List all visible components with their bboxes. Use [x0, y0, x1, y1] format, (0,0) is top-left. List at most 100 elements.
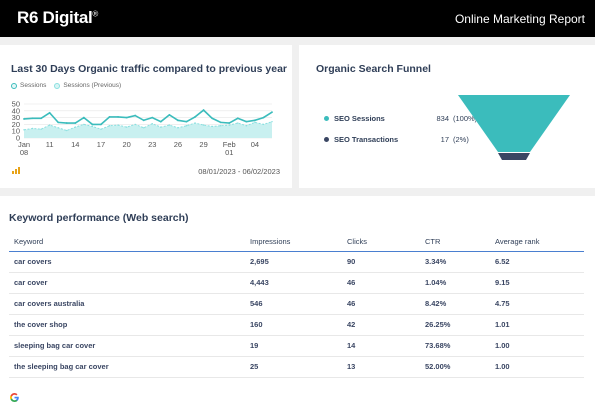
y-tick-label: 20 [12, 120, 20, 129]
table-row[interactable]: car cover 4,443 46 1.04% 9.15 [9, 272, 584, 294]
cell-ctr: 52.00% [420, 356, 490, 378]
funnel-label: SEO Sessions [334, 114, 385, 123]
chart-type-icon[interactable] [12, 167, 21, 174]
report-title: Online Marketing Report [454, 12, 585, 26]
data-point-sessions [100, 123, 102, 126]
table-row[interactable]: the sleeping bag car cover 25 13 52.00% … [9, 356, 584, 378]
data-point-sessions [65, 122, 68, 124]
cell-clicks: 14 [342, 335, 420, 357]
table-row[interactable]: car covers 2,695 90 3.34% 6.52 [9, 251, 584, 273]
cell-impressions: 19 [245, 335, 342, 357]
funnel-legend: SEO Sessions 834 (100%) SEO Transactions… [324, 113, 477, 155]
data-point-sessions-previous [125, 126, 128, 128]
series-line-sessions-previous [23, 121, 273, 132]
traffic-card: Last 30 Days Organic traffic compared to… [0, 45, 292, 188]
x-tick-label: Jan [18, 140, 30, 149]
data-point-sessions-previous [237, 122, 239, 124]
legend-item-sessions[interactable]: Sessions [11, 82, 46, 89]
funnel-value: 17 [440, 135, 449, 144]
data-point-sessions-previous [134, 123, 136, 126]
column-header-keyword[interactable]: Keyword [9, 232, 245, 252]
table-row[interactable]: the cover shop 160 42 26.25% 1.01 [9, 314, 584, 336]
y-tick-label: 0 [16, 134, 20, 143]
cell-keyword: the sleeping bag car cover [9, 356, 245, 378]
data-point-sessions-previous [91, 125, 94, 128]
data-point-sessions [202, 109, 205, 112]
data-point-sessions-previous [160, 126, 162, 128]
data-point-sessions-previous [100, 128, 102, 130]
data-point-sessions [271, 111, 273, 114]
data-point-sessions [168, 113, 171, 116]
funnel-percent: (100%) [453, 114, 478, 123]
data-point-sessions-previous [40, 128, 42, 130]
cell-average-rank: 6.52 [490, 251, 584, 273]
data-point-sessions [253, 119, 256, 122]
cell-ctr: 1.04% [420, 272, 490, 294]
data-point-sessions [134, 114, 137, 117]
data-point-sessions-previous [74, 126, 77, 128]
legend-label-sessions-previous: Sessions (Previous) [63, 82, 122, 89]
x-tick-label: 01 [225, 148, 233, 157]
funnel-value: 834 [436, 114, 449, 123]
series-area-sessions-previous [24, 121, 272, 138]
data-point-sessions-previous [151, 123, 153, 125]
data-point-sessions [236, 117, 239, 120]
x-tick-label: Feb [223, 140, 236, 149]
logo-text: R6 Digital [17, 8, 93, 27]
data-point-sessions [31, 117, 34, 120]
x-tick-label: 29 [199, 140, 207, 149]
cell-clicks: 90 [342, 251, 420, 273]
y-tick-label: 10 [12, 127, 20, 136]
x-tick-label: 26 [174, 140, 182, 149]
keyword-card: Keyword performance (Web search) Keyword… [0, 196, 595, 418]
data-point-sessions [57, 121, 60, 124]
data-point-sessions-previous [31, 127, 34, 130]
data-point-sessions-previous [254, 121, 256, 124]
column-header-impressions[interactable]: Impressions [245, 232, 342, 252]
legend-item-sessions-previous[interactable]: Sessions (Previous) [54, 82, 121, 89]
x-tick-label: 08 [20, 148, 28, 157]
funnel-chart[interactable] [458, 95, 570, 163]
data-point-sessions-previous [143, 127, 145, 129]
table-row[interactable]: car covers australia 546 46 8.42% 4.75 [9, 293, 584, 315]
keyword-table: Keyword Impressions Clicks CTR Average r… [9, 232, 584, 378]
data-point-sessions-previous [168, 124, 171, 126]
funnel-stage-sessions[interactable] [458, 95, 570, 152]
legend-dot-icon [54, 82, 61, 89]
cell-keyword: car covers [9, 251, 245, 273]
funnel-dot-icon [324, 137, 329, 142]
data-point-sessions-previous [194, 122, 196, 124]
cell-clicks: 46 [342, 293, 420, 315]
funnel-card: Organic Search Funnel SEO Sessions 834 (… [299, 45, 595, 188]
column-header-clicks[interactable]: Clicks [342, 232, 420, 252]
data-point-sessions [262, 116, 265, 119]
data-point-sessions-previous [48, 124, 51, 126]
data-point-sessions [48, 111, 51, 114]
data-point-sessions-previous [262, 123, 265, 126]
data-point-sessions [23, 118, 25, 120]
cell-ctr: 73.68% [420, 335, 490, 357]
data-point-sessions [82, 116, 85, 119]
cell-keyword: car covers australia [9, 293, 245, 315]
traffic-card-title: Last 30 Days Organic traffic compared to… [11, 63, 288, 75]
column-header-average-rank[interactable]: Average rank [490, 232, 584, 252]
logo-registered-mark: ® [92, 9, 99, 19]
data-point-sessions [117, 116, 119, 118]
funnel-row-transactions: SEO Transactions 17 (2%) [324, 134, 477, 145]
data-point-sessions [159, 120, 162, 123]
data-point-sessions [245, 120, 248, 123]
cell-ctr: 3.34% [420, 251, 490, 273]
date-range[interactable]: 08/01/2023 - 06/02/2023 [198, 167, 280, 176]
cell-impressions: 4,443 [245, 272, 342, 294]
table-row[interactable]: sleeping bag car cover 19 14 73.68% 1.00 [9, 335, 584, 357]
data-point-sessions-previous [177, 127, 179, 129]
funnel-stage-transactions[interactable] [498, 153, 530, 160]
cell-average-rank: 1.01 [490, 314, 584, 336]
column-header-ctr[interactable]: CTR [420, 232, 490, 252]
funnel-percent: (2%) [453, 135, 469, 144]
data-point-sessions-previous [228, 124, 230, 126]
data-point-sessions-previous [117, 124, 119, 126]
keyword-card-title: Keyword performance (Web search) [9, 212, 189, 224]
funnel-label: SEO Transactions [334, 135, 399, 144]
